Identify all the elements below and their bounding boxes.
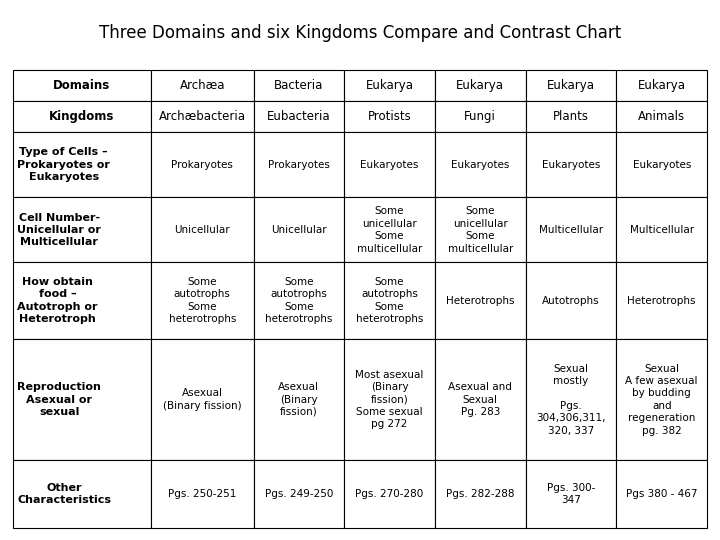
Bar [253,460,344,528]
Bar [13,102,151,132]
Text: Multicellular: Multicellular [629,225,694,235]
Text: Cell Number-
Unicellular or
Multicellular: Cell Number- Unicellular or Multicellula… [17,213,101,247]
Text: Eukarya: Eukarya [638,79,685,92]
Bar [253,70,344,102]
Text: Multicellular: Multicellular [539,225,603,235]
Bar [526,460,616,528]
Text: Some
autotrophs
Some
heterotrophs: Some autotrophs Some heterotrophs [168,277,236,324]
Bar [13,262,151,339]
Text: Sexual
mostly

Pgs.
304,306,311,
320, 337: Sexual mostly Pgs. 304,306,311, 320, 337 [536,363,606,435]
Bar [151,339,253,460]
Text: Asexual
(Binary
fission): Asexual (Binary fission) [279,382,320,417]
Bar [435,339,526,460]
Bar [435,262,526,339]
Bar [253,132,344,198]
Text: Plants: Plants [553,110,589,123]
Bar [616,102,707,132]
Text: Asexual and
Sexual
Pg. 283: Asexual and Sexual Pg. 283 [449,382,512,417]
Bar [151,102,253,132]
Text: Prokaryotes: Prokaryotes [171,160,233,170]
Bar [344,102,435,132]
Text: Heterotrophs: Heterotrophs [446,295,515,306]
Bar [526,102,616,132]
Bar [526,198,616,262]
Text: Eukarya: Eukarya [547,79,595,92]
Bar [344,70,435,102]
Text: Pgs 380 - 467: Pgs 380 - 467 [626,489,698,499]
Bar [151,70,253,102]
Bar [616,460,707,528]
Bar [151,132,253,198]
Bar [616,262,707,339]
Bar [616,339,707,460]
Text: Autotrophs: Autotrophs [542,295,600,306]
Text: Some
unicellular
Some
multicellular: Some unicellular Some multicellular [357,206,422,253]
Text: Eubacteria: Eubacteria [267,110,330,123]
Bar [344,262,435,339]
Text: Eukarya: Eukarya [366,79,413,92]
Text: Pgs. 249-250: Pgs. 249-250 [265,489,333,499]
Bar [616,132,707,198]
Text: Fungi: Fungi [464,110,496,123]
Text: Prokaryotes: Prokaryotes [268,160,330,170]
Bar [151,198,253,262]
Text: Kingdoms: Kingdoms [49,110,114,123]
Text: Heterotrophs: Heterotrophs [627,295,696,306]
Bar [13,460,151,528]
Bar [526,70,616,102]
Bar [435,102,526,132]
Text: Protists: Protists [368,110,411,123]
Bar [435,198,526,262]
Bar [13,339,151,460]
Bar [253,102,344,132]
Text: Pgs. 300-
347: Pgs. 300- 347 [546,483,595,505]
Bar [435,70,526,102]
Text: Animals: Animals [638,110,685,123]
Text: Sexual
A few asexual
by budding
and
regeneration
pg. 382: Sexual A few asexual by budding and rege… [626,363,698,435]
Bar [344,132,435,198]
Text: Pgs. 250-251: Pgs. 250-251 [168,489,236,499]
Bar [344,460,435,528]
Text: Bacteria: Bacteria [274,79,323,92]
Bar [13,132,151,198]
Bar [13,70,151,102]
Text: Some
autotrophs
Some
heterotrophs: Some autotrophs Some heterotrophs [265,277,333,324]
Text: Domains: Domains [53,79,111,92]
Text: Archæbacteria: Archæbacteria [158,110,246,123]
Text: Unicellular: Unicellular [174,225,230,235]
Bar [13,198,151,262]
Text: Asexual
(Binary fission): Asexual (Binary fission) [163,388,242,411]
Text: Type of Cells –
Prokaryotes or
Eukaryotes: Type of Cells – Prokaryotes or Eukaryote… [17,147,110,183]
Bar [151,262,253,339]
Text: Reproduction
Asexual or
sexual: Reproduction Asexual or sexual [17,382,101,417]
Text: Eukaryotes: Eukaryotes [541,160,600,170]
Bar [616,70,707,102]
Text: Archæa: Archæa [179,79,225,92]
Bar [151,460,253,528]
Text: Eukaryotes: Eukaryotes [361,160,419,170]
Bar [344,339,435,460]
Text: Some
autotrophs
Some
heterotrophs: Some autotrophs Some heterotrophs [356,277,423,324]
Text: Three Domains and six Kingdoms Compare and Contrast Chart: Three Domains and six Kingdoms Compare a… [99,24,621,42]
Bar [526,262,616,339]
Text: How obtain
food –
Autotroph or
Heterotroph: How obtain food – Autotroph or Heterotro… [17,277,98,324]
Text: Eukaryotes: Eukaryotes [632,160,691,170]
Text: Eukarya: Eukarya [456,79,504,92]
Bar [344,198,435,262]
Bar [616,198,707,262]
Bar [435,132,526,198]
Bar [253,339,344,460]
Bar [526,132,616,198]
Text: Other
Characteristics: Other Characteristics [17,483,112,505]
Bar [253,262,344,339]
Bar [435,460,526,528]
Text: Pgs. 282-288: Pgs. 282-288 [446,489,515,499]
Text: Some
unicellular
Some
multicellular: Some unicellular Some multicellular [448,206,513,253]
Text: Most asexual
(Binary
fission)
Some sexual
pg 272: Most asexual (Binary fission) Some sexua… [356,370,424,429]
Text: Eukaryotes: Eukaryotes [451,160,510,170]
Text: Unicellular: Unicellular [271,225,327,235]
Text: Pgs. 270-280: Pgs. 270-280 [356,489,423,499]
Bar [526,339,616,460]
Bar [253,198,344,262]
